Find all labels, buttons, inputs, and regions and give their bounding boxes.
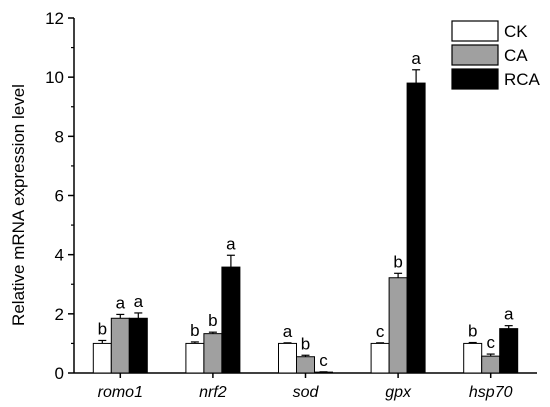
- significance-label: c: [486, 333, 495, 352]
- significance-label: a: [283, 322, 293, 341]
- significance-label: c: [319, 351, 328, 370]
- legend-label-rca: RCA: [504, 70, 541, 89]
- y-tick-label: 0: [55, 364, 64, 383]
- x-tick-label: sod: [293, 384, 320, 401]
- bar-ck-hsp70: [463, 342, 483, 374]
- legend-swatch-ck: [451, 20, 499, 42]
- y-tick-label: 12: [45, 9, 64, 28]
- significance-label: c: [376, 322, 385, 341]
- y-tick-label: 8: [55, 127, 64, 146]
- significance-label: b: [468, 322, 477, 341]
- y-tick-label: 4: [55, 246, 64, 265]
- legend-label-ca: CA: [504, 46, 528, 65]
- significance-label: b: [393, 252, 402, 271]
- significance-label: a: [504, 305, 514, 324]
- legend-swatch-ca: [451, 44, 499, 66]
- bar-ck-romo1: [92, 342, 112, 374]
- y-axis-title: Relative mRNA expression level: [9, 84, 28, 326]
- bar-rca-romo1: [128, 317, 148, 374]
- x-tick-label: romo1: [98, 384, 143, 401]
- bar-ca-romo1: [110, 317, 130, 374]
- x-tick-label: nrf2: [199, 384, 227, 401]
- y-tick-label: 2: [55, 305, 64, 324]
- bar-rca-hsp70: [499, 328, 519, 374]
- bar-ca-gpx: [388, 277, 408, 374]
- y-tick-label: 6: [55, 187, 64, 206]
- bar-ca-hsp70: [481, 355, 501, 374]
- significance-label: a: [134, 292, 144, 311]
- significance-label: a: [116, 293, 126, 312]
- bar-ca-sod: [296, 356, 315, 374]
- significance-label: b: [208, 311, 217, 330]
- significance-label: b: [190, 321, 199, 340]
- x-tick-label: gpx: [385, 384, 412, 401]
- bar-ck-nrf2: [185, 342, 205, 374]
- significance-label: a: [411, 49, 421, 68]
- bar-rca-nrf2: [221, 266, 241, 374]
- y-tick-label: 10: [45, 68, 64, 87]
- legend-label-ck: CK: [504, 22, 528, 41]
- significance-label: b: [301, 334, 310, 353]
- bar-ck-gpx: [370, 342, 390, 374]
- significance-label: b: [98, 319, 107, 338]
- bar-ck-sod: [278, 342, 297, 374]
- x-tick-label: hsp70: [469, 384, 513, 401]
- bar-ca-nrf2: [203, 333, 223, 374]
- bar-rca-gpx: [406, 82, 426, 374]
- legend-swatch-rca: [451, 68, 499, 90]
- significance-label: a: [226, 234, 236, 253]
